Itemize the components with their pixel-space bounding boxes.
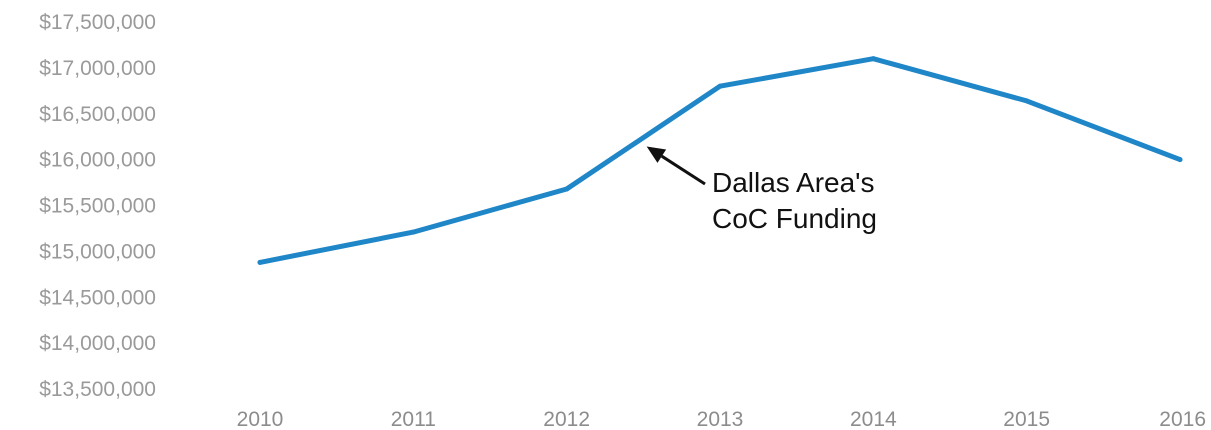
y-tick-label: $15,500,000 [39,195,156,218]
data-point [717,83,723,89]
data-point [410,229,416,235]
annotation-text-line-2: CoC Funding [712,203,877,234]
y-tick-label: $16,500,000 [39,103,156,126]
annotation-arrow-line [660,154,706,186]
x-tick-label: 2015 [1003,408,1050,430]
y-tick-label: $17,000,000 [39,57,156,80]
y-tick-label: $14,000,000 [39,332,156,355]
x-axis: 2010 2011 2012 2013 2014 2015 2016 [237,408,1206,430]
y-tick-label: $14,500,000 [39,286,156,309]
y-tick-label: $17,500,000 [39,11,156,34]
data-point [564,186,570,192]
data-point [870,56,876,62]
y-axis: $13,500,000 $14,000,000 $14,500,000 $15,000… [39,11,156,401]
y-tick-label: $15,000,000 [39,240,156,263]
x-tick-label: 2016 [1159,408,1206,430]
data-point [1024,98,1030,104]
x-tick-label: 2013 [697,408,744,430]
annotation-arrow-head [646,146,667,163]
series-group [257,56,1183,265]
x-tick-label: 2010 [237,408,284,430]
annotation: Dallas Area's CoC Funding [646,146,877,234]
x-tick-label: 2011 [391,408,436,430]
data-point [1177,157,1183,163]
y-tick-label: $13,500,000 [39,378,156,401]
x-tick-label: 2014 [850,408,897,430]
y-tick-label: $16,000,000 [39,149,156,172]
annotation-text-line-1: Dallas Area's [712,167,875,198]
data-point [257,259,263,265]
x-tick-label: 2012 [543,408,590,430]
